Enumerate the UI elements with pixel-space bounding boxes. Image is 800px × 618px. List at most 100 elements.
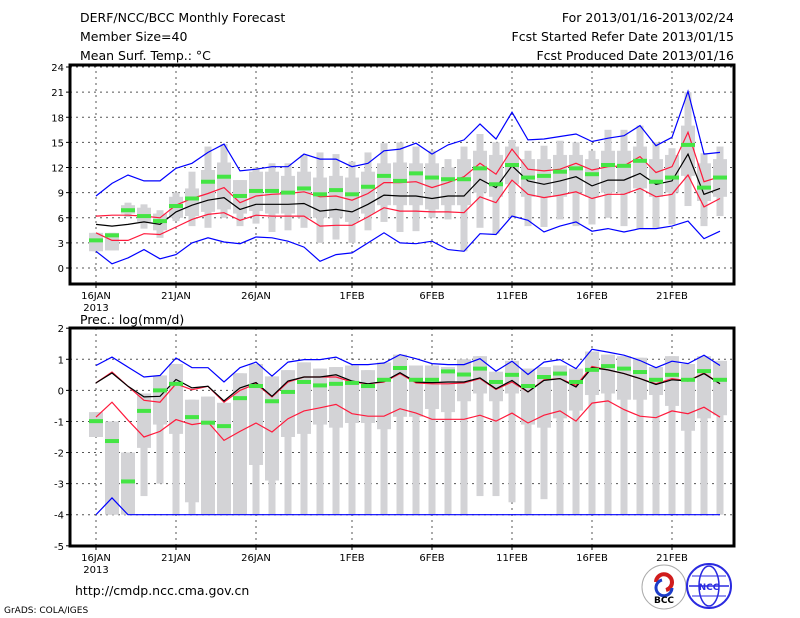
observed-marker — [361, 384, 375, 389]
observed-marker — [521, 384, 535, 389]
observed-marker — [153, 388, 167, 393]
box-bar — [713, 360, 727, 416]
box-bar — [505, 360, 519, 394]
y-tick-label: -3 — [54, 480, 64, 491]
box-bar — [361, 171, 375, 214]
observed-marker — [553, 169, 567, 174]
figure-title: DERF/NCC/BCC Monthly Forecast — [80, 10, 285, 25]
whisker-bar — [668, 356, 676, 515]
observed-marker — [441, 369, 455, 374]
box-bar — [313, 368, 327, 425]
observed-marker — [473, 166, 487, 171]
observed-marker — [537, 375, 551, 380]
x-tick-label: 16JAN — [81, 291, 111, 302]
whisker-bar — [476, 356, 484, 497]
observed-marker — [505, 162, 519, 167]
box-bar — [665, 356, 679, 406]
source-url[interactable]: http://cmdp.ncc.cma.gov.cn — [75, 583, 249, 598]
box-bar — [201, 170, 215, 212]
observed-marker — [441, 177, 455, 182]
observed-marker — [409, 171, 423, 176]
x-year-label: 2013 — [83, 303, 108, 314]
observed-marker — [489, 379, 503, 384]
box-bar — [569, 368, 583, 411]
observed-marker — [393, 178, 407, 183]
observed-marker — [665, 175, 679, 180]
observed-marker — [457, 177, 471, 182]
box-bar — [441, 367, 455, 413]
observed-marker — [265, 399, 279, 404]
observed-marker — [201, 420, 215, 425]
temperature-panel: 24 21 18 15 12 9 6 3 0 16JAN 21JAN 26JAN 1FEB 6FEB 11F… — [51, 63, 736, 314]
observed-marker — [297, 186, 311, 191]
variable-label: Mean Surf. Temp.: °C — [80, 48, 211, 63]
precip-panel-title: Prec.: log(mm/d) — [80, 312, 184, 327]
y-tick-label: -5 — [54, 542, 64, 553]
x-tick-label: 11FEB — [496, 553, 528, 564]
box-bar — [185, 399, 199, 503]
observed-marker — [713, 175, 727, 180]
observed-marker — [393, 365, 407, 370]
box-bar — [313, 177, 327, 218]
box-bar — [681, 363, 695, 431]
box-bar — [569, 154, 583, 193]
observed-marker — [665, 372, 679, 377]
whisker-bar — [332, 367, 340, 515]
box-bar — [297, 171, 311, 218]
whisker-bar — [348, 365, 356, 515]
observed-marker — [121, 208, 135, 213]
whisker-bar — [428, 365, 436, 515]
box-bar — [649, 159, 663, 197]
observed-marker — [617, 366, 631, 371]
observed-marker — [345, 380, 359, 385]
observed-marker — [697, 369, 711, 374]
observed-marker — [601, 162, 615, 167]
whisker-bar — [716, 360, 724, 515]
member-size: Member Size=40 — [80, 29, 187, 44]
box-bar — [281, 370, 295, 437]
observed-marker — [105, 439, 119, 444]
box-bar — [105, 421, 119, 515]
x-tick-label: 16FEB — [576, 291, 608, 302]
observed-marker — [457, 372, 471, 377]
box-bar — [457, 159, 471, 206]
whisker-bar — [492, 371, 500, 497]
observed-marker — [265, 188, 279, 193]
box-bar — [377, 362, 391, 430]
observed-marker — [297, 379, 311, 384]
y-tick-label: 0 — [58, 264, 64, 275]
y-tick-label: -2 — [54, 449, 64, 460]
observed-marker — [681, 377, 695, 382]
observed-marker — [329, 188, 343, 193]
box-bar — [281, 175, 295, 214]
observed-marker — [649, 179, 663, 184]
observed-marker — [505, 372, 519, 377]
observed-marker — [313, 192, 327, 197]
observed-marker — [185, 415, 199, 420]
plot-frame — [68, 326, 736, 548]
x-tick-label: 21FEB — [656, 291, 688, 302]
x-tick-label: 1FEB — [339, 291, 364, 302]
box-bar — [617, 356, 631, 400]
observed-marker — [89, 238, 103, 243]
whisker-bar — [284, 370, 292, 515]
box-bar — [185, 188, 199, 217]
observed-marker — [681, 142, 695, 147]
box-bar — [489, 154, 503, 197]
plot-frame — [68, 63, 736, 286]
observed-marker — [217, 174, 231, 179]
whisker-bar — [172, 363, 180, 515]
observed-marker — [249, 384, 263, 389]
whisker-bar — [524, 368, 532, 515]
box-bar — [633, 146, 647, 189]
observed-marker — [601, 364, 615, 369]
box-bar — [457, 359, 471, 402]
whisker-bar — [604, 354, 612, 515]
x-tick-label: 11FEB — [496, 291, 528, 302]
whisker-bar — [380, 362, 388, 515]
whisker-bar — [652, 367, 660, 515]
observed-marker — [473, 366, 487, 371]
box-bar — [585, 159, 599, 197]
